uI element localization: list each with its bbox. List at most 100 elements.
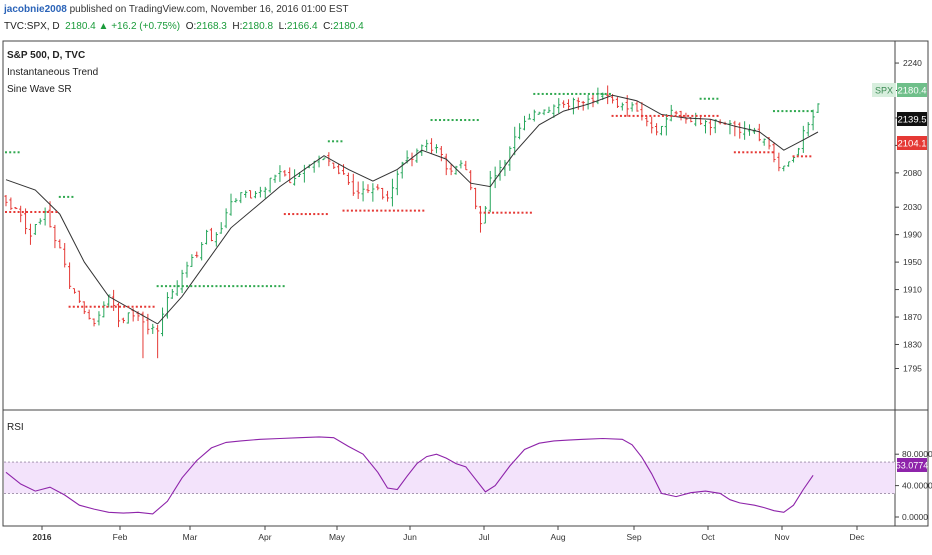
price-bar — [703, 120, 708, 134]
price-bar — [728, 120, 732, 135]
resistance-dots-dot — [228, 285, 231, 288]
support-dots-dot — [496, 211, 499, 214]
price-bar — [576, 97, 580, 110]
resistance-dots-dot — [215, 285, 218, 288]
price-bar — [121, 317, 125, 324]
price-bar — [195, 251, 199, 258]
support-dots-dot — [674, 114, 677, 117]
time-axis-tick-label: Jul — [479, 532, 490, 542]
support-dots-dot — [738, 151, 741, 154]
price-bar — [473, 187, 478, 210]
chart-border — [2, 40, 929, 527]
support-dots-dot — [809, 155, 812, 158]
price-bar — [777, 152, 781, 172]
author-link[interactable]: jacobnie2008 — [4, 4, 67, 15]
time-axis-tick-label: 2016 — [33, 532, 52, 542]
price-bar — [175, 280, 179, 296]
resistance-dots-dot — [253, 285, 256, 288]
legend-indicator-sinewave[interactable]: Sine Wave SR — [7, 84, 72, 95]
support-dots-dot — [131, 305, 134, 308]
price-bar — [390, 178, 395, 207]
support-dots-dot — [321, 213, 324, 216]
support-dots-dot — [392, 209, 395, 212]
support-dots-dot — [624, 114, 627, 117]
support-dots-dot — [628, 114, 631, 117]
price-bar — [429, 138, 434, 154]
price-bar — [38, 218, 42, 225]
support-dots-dot — [97, 305, 100, 308]
support-dots-dot — [342, 209, 345, 212]
resistance-dots-dot — [583, 92, 586, 95]
support-dots-dot — [763, 151, 766, 154]
support-dots-dot — [148, 305, 151, 308]
time-axis-tick-label: Feb — [113, 532, 128, 542]
price-bar — [669, 104, 673, 122]
price-bar — [654, 123, 659, 136]
price-bar — [650, 116, 654, 134]
resistance-dots-dot — [202, 285, 205, 288]
support-dots-dot — [292, 213, 295, 216]
resistance-dots-dot — [789, 110, 792, 113]
resistance-dots-dot — [802, 110, 805, 113]
resistance-dots-dot — [777, 110, 780, 113]
support-dots — [342, 209, 425, 212]
price-bar — [557, 98, 561, 114]
support-dots-dot — [615, 114, 618, 117]
price-bar — [160, 307, 165, 337]
price-bar — [229, 193, 233, 216]
price-bar — [586, 94, 590, 110]
support-dots-dot — [508, 211, 511, 214]
support-dots-dot — [283, 213, 286, 216]
price-bar — [762, 138, 766, 146]
resistance-dots-dot — [608, 92, 611, 95]
resistance-dots-dot — [600, 92, 603, 95]
resistance-dots-dot — [772, 110, 775, 113]
support-dots-dot — [127, 305, 130, 308]
resistance-dots-dot — [566, 92, 569, 95]
price-bar — [806, 122, 810, 137]
price-bar — [14, 207, 18, 210]
support-dots-dot — [139, 305, 142, 308]
price-axis-tick-label: 1795 — [903, 364, 922, 374]
legend-indicator-trend[interactable]: Instantaneous Trend — [7, 67, 98, 78]
high-label: H: — [232, 21, 243, 32]
chart-svg[interactable]: 2240220021602120208020301990195019101870… — [0, 38, 932, 550]
support-dots-dot — [712, 114, 715, 117]
resistance-dots-dot — [806, 110, 809, 113]
price-bar — [361, 181, 365, 202]
support-dots-dot — [653, 114, 656, 117]
price-bar — [82, 301, 86, 315]
resistance-dots-dot — [340, 140, 343, 143]
resistance-dots-dot — [712, 97, 715, 100]
support-dots-dot — [521, 211, 524, 214]
support-dots-dot — [85, 305, 88, 308]
price-bar — [439, 146, 443, 162]
support-dots-dot — [123, 305, 126, 308]
price-bar — [498, 160, 502, 181]
resistance-dots-dot — [186, 285, 189, 288]
resistance-dots-dot — [785, 110, 788, 113]
price-bar — [53, 224, 57, 249]
resistance-dots-dot — [5, 151, 7, 154]
resistance-dots-dot — [810, 110, 813, 113]
price-bar — [454, 165, 458, 175]
price-bar — [532, 109, 536, 122]
price-bar — [566, 99, 571, 111]
quote-line: TVC:SPX, D 2180.4 ▲ +16.2 (+0.75%) O:216… — [4, 21, 364, 32]
resistance-dots-dot — [194, 285, 197, 288]
support-dots-dot — [363, 209, 366, 212]
resistance-dots-dot — [71, 195, 74, 198]
price-bar — [542, 109, 546, 116]
price-bar — [346, 172, 351, 185]
price-bar — [28, 223, 33, 245]
price-bar — [156, 325, 160, 359]
support-dots-dot — [504, 211, 507, 214]
support-dots-dot — [114, 305, 117, 308]
price-bar — [635, 100, 639, 112]
rsi-pane-label[interactable]: RSI — [7, 422, 24, 433]
resistance-dots-dot — [249, 285, 252, 288]
support-dots-dot — [350, 209, 353, 212]
resistance-dots-dot — [537, 92, 540, 95]
resistance-dots-dot — [550, 92, 553, 95]
price-bar — [522, 115, 527, 131]
